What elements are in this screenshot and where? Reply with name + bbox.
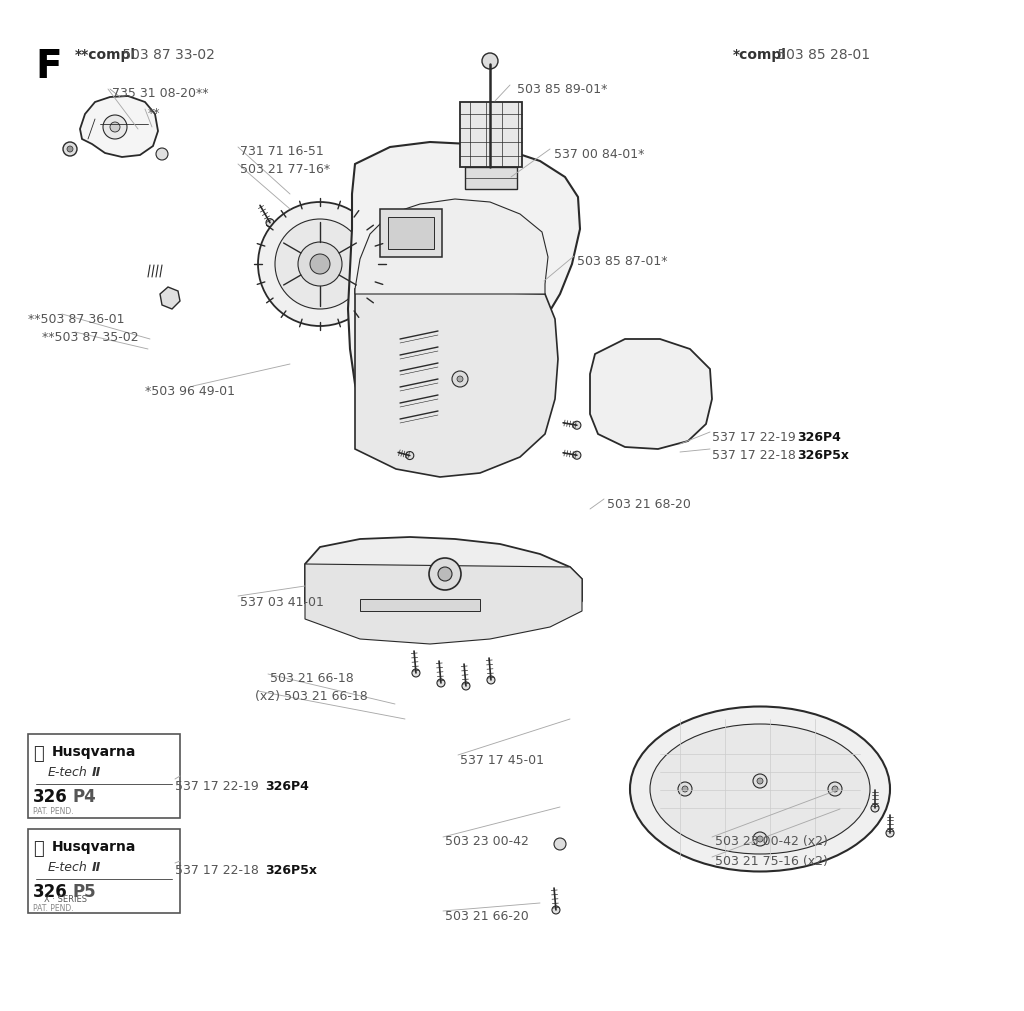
Circle shape [156, 149, 168, 161]
Text: 503 21 66-18: 503 21 66-18 [270, 671, 353, 684]
Text: 503 85 87-01*: 503 85 87-01* [577, 255, 668, 268]
Polygon shape [160, 288, 180, 309]
Circle shape [871, 804, 879, 812]
Polygon shape [348, 143, 580, 473]
Text: 326P4: 326P4 [265, 779, 309, 793]
Text: PAT. PEND.: PAT. PEND. [33, 903, 74, 912]
Text: 731 71 16-51: 731 71 16-51 [240, 145, 324, 158]
Circle shape [678, 783, 692, 797]
Ellipse shape [630, 707, 890, 871]
Polygon shape [355, 200, 548, 295]
Bar [380, 210, 442, 258]
Text: 503 85 28-01: 503 85 28-01 [773, 48, 870, 62]
Text: 503 23 00-42 (x2): 503 23 00-42 (x2) [715, 834, 827, 847]
Text: **compl: **compl [75, 48, 136, 62]
Bar [388, 217, 434, 250]
Bar [460, 103, 522, 168]
Text: PAT. PEND.: PAT. PEND. [33, 806, 74, 815]
Circle shape [554, 838, 566, 850]
Circle shape [258, 203, 382, 327]
Circle shape [572, 452, 581, 460]
Text: **503 87 35-02: **503 87 35-02 [42, 331, 138, 344]
Circle shape [406, 452, 414, 460]
Bar [28, 734, 180, 818]
Circle shape [757, 778, 763, 785]
Circle shape [753, 832, 767, 846]
Circle shape [452, 372, 468, 387]
Circle shape [298, 243, 342, 287]
Text: II: II [92, 765, 101, 778]
Polygon shape [80, 97, 158, 158]
Text: P5: P5 [72, 883, 95, 900]
Text: 503 21 66-20: 503 21 66-20 [445, 909, 528, 922]
Circle shape [275, 219, 365, 309]
Circle shape [828, 783, 842, 797]
Circle shape [438, 567, 452, 581]
Text: 537 17 22-19: 537 17 22-19 [712, 431, 800, 444]
Text: **503 87 36-01: **503 87 36-01 [28, 312, 125, 326]
Circle shape [572, 422, 581, 430]
Text: (x2) 503 21 66-18: (x2) 503 21 66-18 [255, 690, 368, 703]
Text: 326P5x: 326P5x [265, 863, 317, 877]
Circle shape [462, 682, 470, 691]
Text: 537 17 45-01: 537 17 45-01 [460, 753, 544, 766]
Text: 537 00 84-01*: 537 00 84-01* [554, 148, 644, 161]
Text: Ⓢ: Ⓢ [33, 839, 44, 857]
Circle shape [67, 147, 73, 153]
Text: *compl: *compl [733, 48, 786, 62]
Text: Ⓢ: Ⓢ [33, 744, 44, 762]
Text: E-tech: E-tech [48, 860, 88, 874]
Text: 503 21 68-20: 503 21 68-20 [607, 497, 691, 511]
Circle shape [429, 558, 461, 590]
Text: 326P5x: 326P5x [797, 449, 849, 462]
Text: Husqvarna: Husqvarna [52, 839, 136, 853]
Circle shape [757, 836, 763, 842]
Polygon shape [305, 538, 582, 632]
Circle shape [682, 787, 688, 793]
Bar [28, 829, 180, 913]
Text: **: ** [148, 107, 161, 120]
Circle shape [437, 679, 445, 687]
Text: F: F [35, 48, 61, 86]
Text: X · SERIES: X · SERIES [44, 894, 87, 903]
Circle shape [886, 829, 894, 837]
Text: 326: 326 [33, 788, 68, 805]
Text: Husqvarna: Husqvarna [52, 744, 136, 758]
Bar [360, 600, 480, 612]
Polygon shape [305, 564, 582, 644]
Ellipse shape [650, 724, 870, 854]
Circle shape [487, 676, 495, 684]
Text: 537 17 22-19: 537 17 22-19 [175, 779, 263, 793]
Bar [465, 168, 517, 190]
Circle shape [310, 255, 330, 275]
Polygon shape [355, 290, 558, 477]
Text: 537 03 41-01: 537 03 41-01 [240, 595, 324, 609]
Circle shape [552, 906, 560, 914]
Text: 735 31 08-20**: 735 31 08-20** [112, 87, 209, 100]
Text: II: II [92, 860, 101, 874]
Circle shape [482, 54, 498, 70]
Text: E-tech: E-tech [48, 765, 88, 778]
Circle shape [110, 123, 120, 132]
Text: P4: P4 [72, 788, 96, 805]
Text: 503 85 89-01*: 503 85 89-01* [517, 83, 607, 96]
Text: *503 96 49-01: *503 96 49-01 [145, 384, 234, 397]
Text: 503 21 77-16*: 503 21 77-16* [240, 163, 330, 176]
Text: 537 17 22-18: 537 17 22-18 [712, 449, 800, 462]
Polygon shape [590, 340, 712, 450]
Circle shape [266, 219, 274, 227]
Text: 503 87 33-02: 503 87 33-02 [118, 48, 215, 62]
Text: 503 23 00-42: 503 23 00-42 [445, 834, 528, 847]
Text: 537 17 22-18: 537 17 22-18 [175, 863, 263, 877]
Circle shape [412, 669, 420, 677]
Circle shape [831, 787, 838, 793]
Text: 503 21 75-16 (x2): 503 21 75-16 (x2) [715, 854, 827, 867]
Circle shape [457, 377, 463, 382]
Text: 326P4: 326P4 [797, 431, 841, 444]
Circle shape [63, 143, 77, 157]
Circle shape [753, 774, 767, 789]
Circle shape [103, 116, 127, 140]
Text: 326: 326 [33, 883, 68, 900]
